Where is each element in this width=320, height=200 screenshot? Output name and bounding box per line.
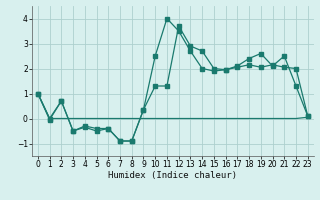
X-axis label: Humidex (Indice chaleur): Humidex (Indice chaleur) bbox=[108, 171, 237, 180]
